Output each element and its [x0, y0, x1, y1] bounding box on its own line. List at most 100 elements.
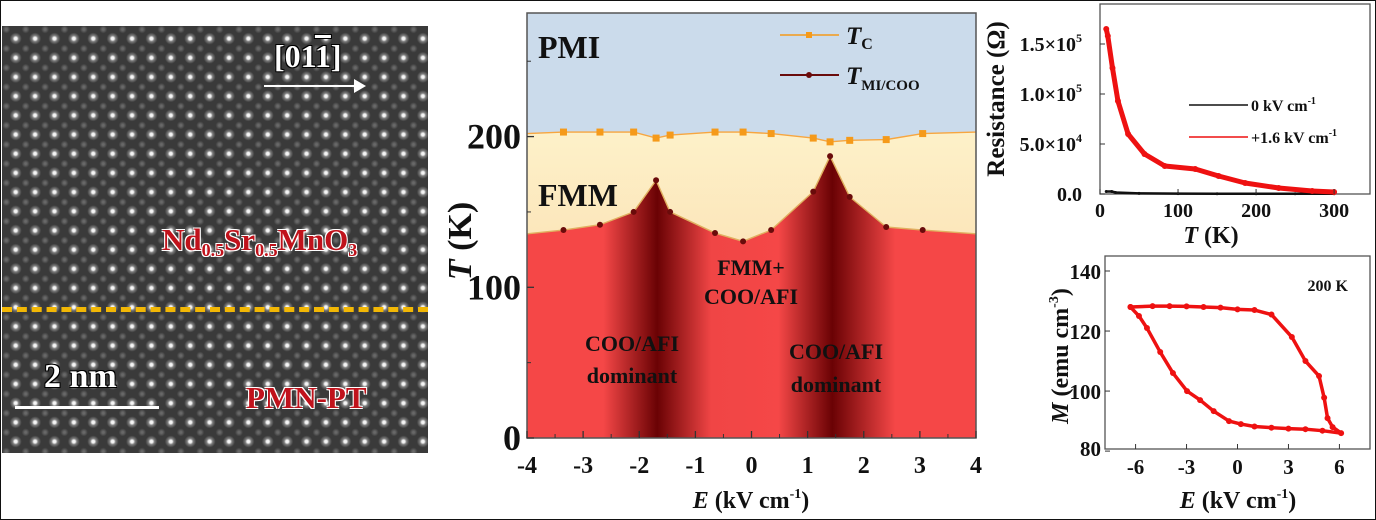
data-point — [1197, 397, 1204, 404]
phase-diagram: -4 -3 -2 -1 0 1 2 3 4 0 100 200 PMI FMM FMM+ COO/AF… — [442, 12, 982, 514]
tmi-data-point — [667, 208, 674, 215]
x-tick-label: 1 — [802, 453, 814, 479]
x-axis-label-exp: -1 — [1277, 487, 1289, 502]
data-point — [1192, 166, 1199, 172]
y-tick-mantissa: 0.0 — [1057, 184, 1082, 206]
data-point — [1234, 306, 1241, 313]
data-point — [1288, 334, 1295, 341]
data-point — [1127, 304, 1134, 311]
direction-close: ] — [330, 38, 342, 74]
x-axis-label: E (kV cm-1) — [1179, 487, 1297, 514]
x-tick-label: 3 — [914, 453, 926, 479]
tc-data-point — [826, 138, 834, 146]
scale-bar — [15, 406, 159, 409]
tc-data-point — [767, 130, 775, 138]
x-tick-label: 100 — [1163, 200, 1193, 222]
y-axis-label-unit: (emu cm — [1048, 308, 1074, 403]
tc-data-point — [666, 131, 674, 139]
tmi-data-point — [596, 221, 603, 228]
legend-tc-sub: C — [861, 36, 873, 53]
x-tick-label: 0 — [1095, 200, 1105, 222]
legend: TC TMI/COO — [780, 23, 920, 94]
legend-1p6kv-name: +1.6 kV cm — [1251, 130, 1329, 147]
data-point — [1329, 424, 1336, 431]
x-tick-label: 4 — [970, 453, 982, 479]
data-point — [1143, 325, 1150, 332]
film-c: MnO — [277, 222, 349, 257]
region-label-mixed-1: FMM+ — [717, 255, 785, 280]
tc-data-point — [711, 128, 719, 136]
temperature-annotation: 200 K — [1308, 278, 1349, 295]
y-axis-label-exp: -3 — [1047, 296, 1062, 308]
tmi-data-point — [740, 238, 747, 245]
y-tick-label: 100 — [467, 267, 521, 307]
x-tick-label: 300 — [1319, 200, 1349, 222]
tmi-data-point — [560, 227, 567, 234]
x-tick-label: 2 — [858, 453, 870, 479]
plot-frame — [1099, 3, 1371, 195]
x-tick-label: -3 — [573, 453, 593, 479]
y-axis-label-var: M — [1048, 401, 1074, 425]
x-axis-label-unit: (kV cm — [709, 488, 790, 514]
data-point — [1135, 313, 1142, 320]
data-point — [1141, 151, 1148, 157]
data-point — [1161, 163, 1168, 169]
y-axis-label: M (emu cm-3) — [1047, 288, 1074, 425]
region-label-pmi: PMI — [538, 29, 600, 65]
y-tick-label: 100 — [1070, 380, 1102, 404]
legend-label-1p6kv: +1.6 kV cm-1 — [1251, 128, 1337, 147]
film-b-sub: 0.5 — [255, 240, 278, 260]
data-point — [1302, 358, 1309, 365]
data-point — [1109, 65, 1116, 71]
legend-1p6kv-exp: -1 — [1329, 128, 1337, 139]
x-tick-label: -6 — [1127, 455, 1145, 479]
data-point — [1210, 408, 1217, 415]
data-point — [1217, 304, 1224, 311]
scale-bar-label: 2 nm — [44, 358, 117, 395]
data-point — [1110, 190, 1114, 193]
substrate-label: PMN-PT — [246, 380, 367, 415]
region-label-right-2: dominant — [791, 372, 882, 397]
film-a-sub: 0.5 — [201, 240, 225, 260]
x-tick-label: -4 — [517, 453, 537, 479]
y-tick-exponent: 5 — [1076, 81, 1082, 95]
x-tick-label: -1 — [685, 453, 705, 479]
x-axis-label-var: E — [1179, 488, 1196, 514]
y-tick-label: 1.0×105 — [1020, 81, 1082, 106]
x-axis-label-var: T — [1183, 223, 1199, 249]
region-label-right-1: COO/AFI — [789, 339, 883, 364]
y-tick-label: 0 — [503, 418, 521, 458]
data-point — [1157, 349, 1164, 356]
legend-0kv-exp: -1 — [1308, 96, 1316, 107]
region-label-left-2: dominant — [587, 363, 678, 388]
x-axis-label-unit: (kV cm — [1196, 488, 1277, 514]
y-axis-label: T (K) — [442, 202, 479, 280]
data-point — [1237, 421, 1244, 428]
x-tick-label: 0 — [746, 453, 758, 479]
data-point — [1275, 185, 1282, 191]
x-tick-label: 3 — [1283, 455, 1294, 479]
legend-0kv-name: 0 kV cm — [1251, 98, 1308, 115]
data-point — [1149, 303, 1156, 310]
data-point — [1309, 188, 1316, 194]
y-tick-exponent: 5 — [1076, 31, 1082, 45]
data-point — [1215, 192, 1219, 196]
y-tick-label: 1.5×105 — [1020, 31, 1082, 56]
y-axis-label: Resistance (Ω) — [983, 21, 1010, 176]
direction-arrow-icon — [264, 79, 366, 93]
x-axis-label: E (kV cm-1) — [692, 487, 810, 514]
tmi-data-point — [827, 153, 834, 160]
tc-data-point — [882, 136, 890, 144]
data-point — [1184, 388, 1191, 395]
y-tick-mantissa: 1.0×10 — [1020, 84, 1076, 106]
tc-data-point — [559, 128, 567, 136]
tc-data-point — [739, 128, 747, 136]
y-axis-label-var: T — [442, 258, 479, 280]
x-axis-label-var: E — [692, 488, 709, 514]
tc-data-point — [919, 130, 927, 138]
x-tick-label: -2 — [629, 453, 649, 479]
film-c-sub: 3 — [348, 240, 358, 260]
